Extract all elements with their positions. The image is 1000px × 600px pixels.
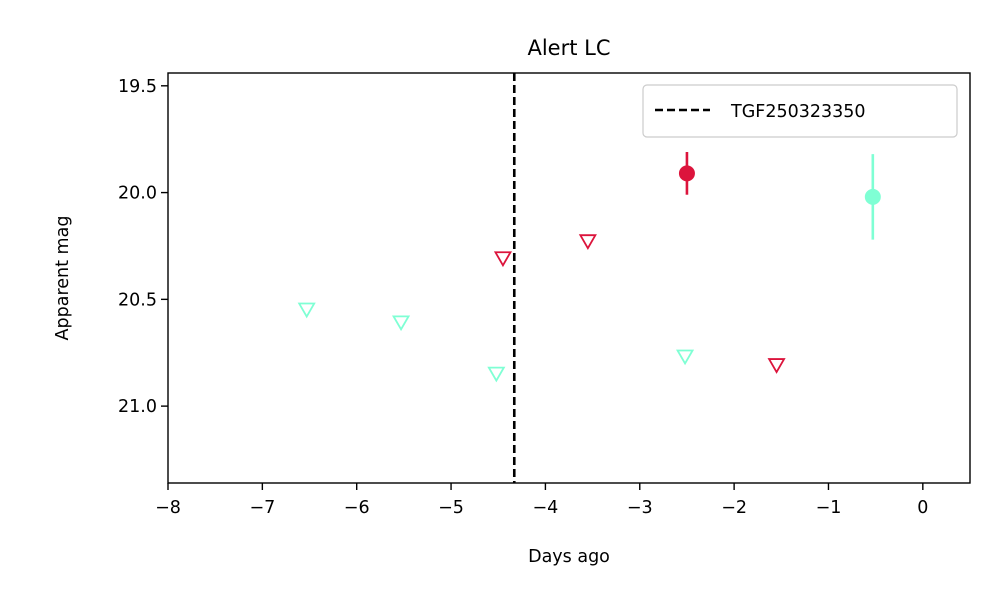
legend: TGF250323350 — [642, 84, 958, 138]
y-tick-label: 20.0 — [118, 184, 157, 204]
x-tick-label: −8 — [155, 498, 181, 518]
x-tick-label: −1 — [816, 498, 842, 518]
upper-limit-marker — [767, 358, 786, 374]
x-tick-label: −6 — [344, 498, 370, 518]
x-axis-label: Days ago — [528, 547, 610, 567]
upper-limit-marker — [487, 366, 506, 383]
y-axis-label: Apparent mag — [53, 216, 73, 341]
x-tick-label: −2 — [721, 498, 747, 518]
plot-frame — [167, 72, 971, 484]
x-tick-label: −3 — [627, 498, 653, 518]
detection-point — [678, 165, 695, 182]
upper-limit-marker — [675, 349, 695, 366]
plot-area: −8 −7 −6 −5 −4 −3 −2 −1 0 19.5 20.0 20.5 21.0 — [118, 72, 971, 518]
y-tick-label: 19.5 — [118, 77, 157, 97]
detection-point — [864, 188, 881, 205]
y-tick-label: 20.5 — [118, 290, 157, 310]
chart-title: Alert LC — [527, 36, 610, 60]
legend-box — [642, 84, 958, 138]
x-tick-label: −4 — [533, 498, 559, 518]
x-tick-label: −5 — [438, 498, 464, 518]
upper-limit-marker — [493, 251, 513, 268]
y-tick-label: 21.0 — [118, 397, 157, 417]
upper-limit-marker — [391, 315, 411, 332]
legend-label: TGF250323350 — [730, 102, 866, 122]
upper-limit-marker — [297, 302, 316, 319]
x-tick-label: 0 — [917, 498, 928, 518]
x-tick-label: −7 — [249, 498, 275, 518]
upper-limit-marker — [578, 234, 597, 250]
